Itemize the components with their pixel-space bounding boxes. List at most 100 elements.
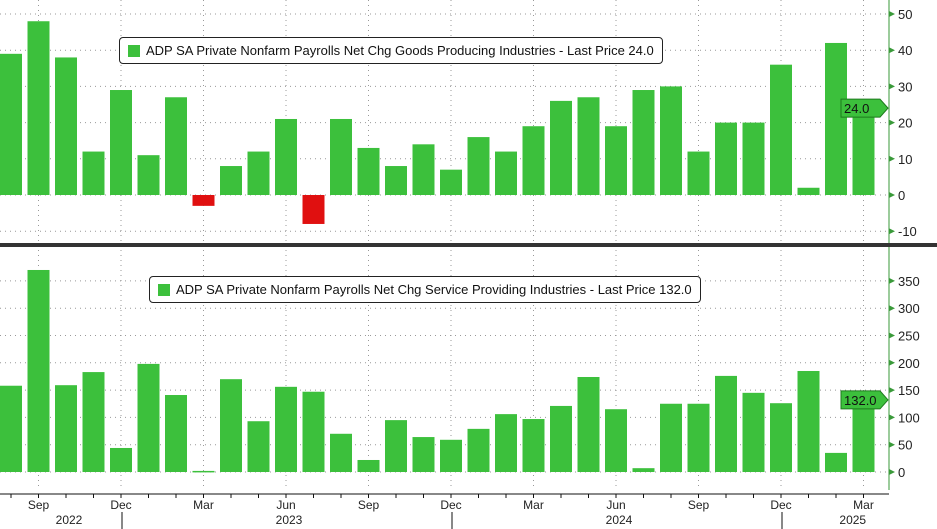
bar	[495, 414, 517, 472]
bar	[302, 391, 325, 472]
tick-mark	[889, 11, 895, 17]
bar	[550, 100, 572, 195]
legend-goods-label: ADP SA Private Nonfarm Payrolls Net Chg …	[146, 43, 654, 58]
y-tick-label: 30	[898, 79, 912, 94]
tick-mark	[889, 469, 895, 475]
bar	[192, 195, 215, 206]
x-tick-label: Sep	[28, 498, 50, 512]
x-tick-label: Dec	[440, 498, 461, 512]
tick-mark	[889, 192, 895, 198]
legend-goods: ADP SA Private Nonfarm Payrolls Net Chg …	[119, 37, 663, 64]
bar	[220, 379, 242, 472]
bar	[357, 459, 380, 472]
bar	[577, 376, 600, 472]
bar	[605, 409, 627, 472]
legend-swatch	[158, 283, 170, 296]
bar	[357, 147, 380, 195]
x-tick-label: Dec	[110, 498, 131, 512]
bar	[825, 42, 847, 196]
bar	[192, 470, 215, 473]
bar	[82, 372, 105, 472]
bar	[742, 122, 765, 195]
y-tick-label: 10	[898, 152, 912, 167]
tick-mark	[889, 359, 895, 366]
year-label: 2023	[276, 513, 303, 527]
bar	[412, 144, 435, 195]
y-tick-label: 0	[898, 188, 905, 203]
bar	[82, 151, 105, 195]
bar	[385, 420, 407, 472]
bar	[275, 386, 297, 472]
year-label: 2024	[606, 513, 633, 527]
bar	[137, 363, 160, 472]
bar	[715, 375, 737, 472]
tick-mark	[889, 228, 895, 235]
bar	[605, 126, 627, 195]
x-tick-label: Mar	[523, 498, 544, 512]
tick-mark	[889, 441, 895, 448]
tick-mark	[889, 305, 895, 312]
bar	[770, 64, 792, 196]
y-tick-label: 20	[898, 116, 912, 131]
y-tick-label: 250	[898, 329, 920, 344]
bar	[522, 126, 545, 195]
x-tick-label: Mar	[193, 498, 214, 512]
bar	[247, 151, 270, 195]
bar	[165, 395, 187, 472]
bar	[687, 151, 710, 195]
tick-mark	[889, 414, 895, 421]
bar	[330, 433, 352, 472]
bar	[852, 108, 875, 195]
year-label: 2025	[839, 513, 866, 527]
bar	[275, 118, 297, 195]
x-tick-label: Dec	[770, 498, 791, 512]
bar	[660, 403, 682, 472]
y-tick-label: 100	[898, 410, 920, 425]
x-tick-label: Sep	[688, 498, 710, 512]
bar	[302, 195, 325, 224]
last-price-label: 132.0	[844, 393, 877, 408]
tick-mark	[889, 119, 895, 126]
bar	[770, 403, 792, 472]
y-tick-label: 200	[898, 356, 920, 371]
y-tick-label: 40	[898, 43, 912, 58]
x-tick-label: Sep	[358, 498, 380, 512]
y-tick-label: 300	[898, 301, 920, 316]
bar	[137, 155, 160, 195]
bar	[27, 21, 50, 195]
legend-services-label: ADP SA Private Nonfarm Payrolls Net Chg …	[176, 282, 692, 297]
bar	[632, 468, 655, 472]
panel-divider	[0, 243, 937, 247]
bar	[440, 169, 462, 195]
bar	[797, 370, 820, 472]
last-price-marker	[840, 98, 889, 118]
bar	[577, 97, 600, 195]
y-tick-label: 50	[898, 438, 912, 453]
x-tick-label: Jun	[276, 498, 295, 512]
y-tick-label: 0	[898, 465, 905, 480]
bar	[467, 137, 490, 195]
year-label: 2022	[56, 513, 83, 527]
tick-mark	[889, 277, 895, 284]
y-tick-label: -10	[898, 224, 917, 239]
bar	[825, 452, 847, 472]
tick-mark	[889, 83, 895, 90]
bar	[440, 439, 462, 472]
legend-services: ADP SA Private Nonfarm Payrolls Net Chg …	[149, 276, 701, 303]
bar	[687, 403, 710, 472]
bar	[110, 90, 132, 195]
bar	[522, 419, 545, 472]
bar	[797, 187, 820, 195]
last-price-label: 24.0	[844, 101, 869, 116]
y-tick-label: 50	[898, 7, 912, 22]
tick-mark	[889, 387, 895, 394]
bar	[467, 428, 490, 472]
bar	[660, 86, 682, 195]
bar	[0, 385, 22, 472]
bar	[412, 437, 435, 472]
bar	[55, 57, 77, 195]
tick-mark	[889, 332, 895, 339]
bar	[330, 118, 352, 195]
